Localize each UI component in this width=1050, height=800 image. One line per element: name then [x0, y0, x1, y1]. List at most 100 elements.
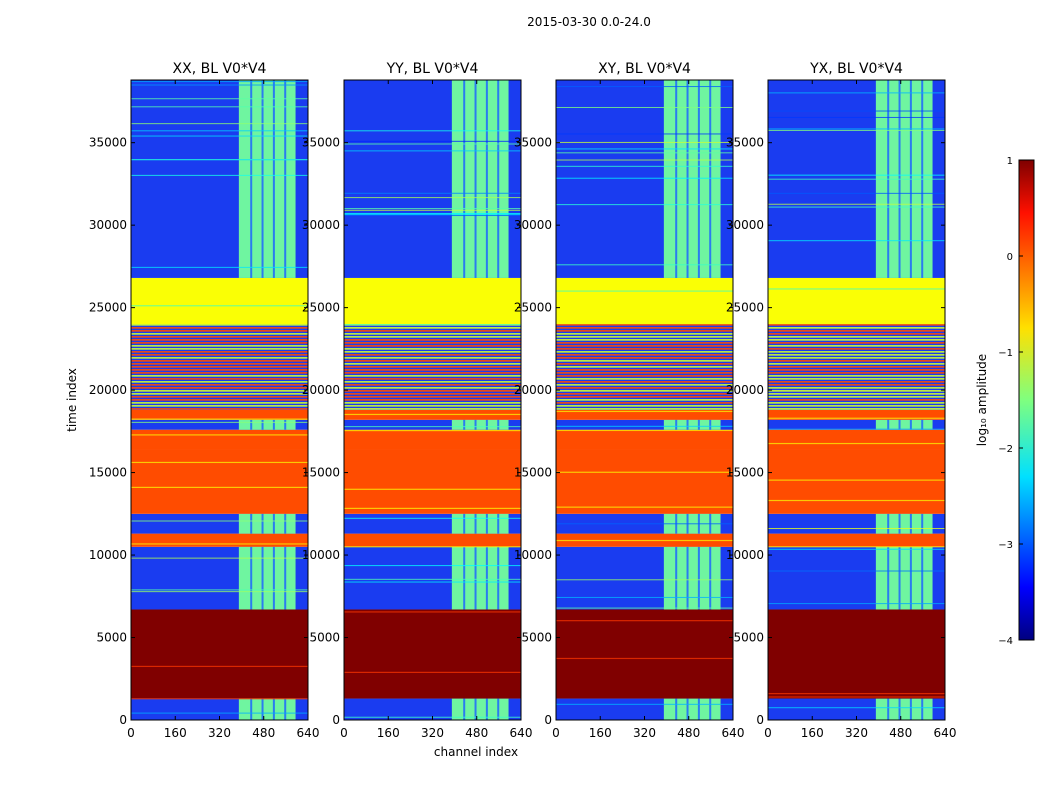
flag-stripe	[768, 375, 945, 377]
band-gap	[887, 698, 890, 720]
rfi-line	[768, 192, 945, 194]
signal-band	[875, 419, 933, 430]
flag-stripe	[131, 399, 308, 401]
flag-stripe	[556, 372, 733, 374]
flag-stripe	[556, 339, 733, 341]
flag-stripe	[344, 366, 521, 368]
flag-stripe	[556, 324, 733, 326]
band-gap	[485, 546, 488, 610]
figure-title: 2015-03-30 0.0-24.0	[527, 15, 651, 29]
band-gap	[497, 419, 500, 430]
flag-stripe	[131, 405, 308, 407]
panel-title: YX, BL V0*V4	[809, 61, 903, 77]
y-tick-label: 20000	[89, 383, 127, 397]
x-tick-label: 480	[465, 726, 488, 740]
rfi-line	[768, 570, 945, 572]
x-tick-label: 480	[252, 726, 275, 740]
flag-stripe	[556, 327, 733, 329]
rfi-line	[556, 148, 733, 150]
flag-stripe	[131, 339, 308, 341]
flag-stripe	[768, 384, 945, 386]
flag-line	[344, 488, 521, 490]
band-gap	[921, 698, 924, 720]
band-gap	[261, 698, 264, 720]
flag-stripe	[344, 387, 521, 389]
y-tick-label: 35000	[514, 136, 552, 150]
flag-stripe	[344, 405, 521, 407]
band-gap	[686, 698, 689, 720]
heatmap-image	[556, 80, 733, 720]
rfi-line	[556, 165, 733, 167]
flag-stripe	[131, 378, 308, 380]
flag-stripe	[556, 366, 733, 368]
band-gap	[697, 546, 700, 610]
flag-stripe	[768, 354, 945, 356]
flag-stripe	[556, 381, 733, 383]
flagged-block	[131, 429, 308, 450]
rfi-line	[556, 152, 733, 154]
flag-stripe	[344, 393, 521, 395]
x-tick-label: 0	[127, 726, 135, 740]
band-gap	[675, 698, 678, 720]
heatmap-panel: XY, BL V0*V4 0 160 320 480 640 0 5000 10000 15000…	[514, 61, 745, 740]
band-gap	[921, 546, 924, 610]
flag-stripe	[556, 375, 733, 377]
noise-background	[768, 419, 945, 430]
band-gap	[497, 80, 500, 278]
flag-stripe	[131, 327, 308, 329]
x-tick-label: 640	[934, 726, 957, 740]
band-gap	[272, 419, 275, 430]
flag-stripe	[131, 390, 308, 392]
band-gap	[686, 546, 689, 610]
flag-stripe	[556, 348, 733, 350]
flag-stripe	[131, 333, 308, 335]
rfi-line	[344, 213, 521, 215]
flagged-block	[556, 409, 733, 420]
rfi-line	[768, 528, 945, 530]
flag-stripe	[768, 402, 945, 404]
flag-stripe	[556, 330, 733, 332]
flag-stripe	[131, 369, 308, 371]
band-gap	[898, 546, 901, 610]
signal-band	[451, 513, 509, 534]
rfi-line	[131, 712, 308, 714]
rfi-line	[768, 428, 945, 430]
band-gap	[675, 546, 678, 610]
signal-band	[663, 698, 721, 720]
rfi-line	[768, 128, 945, 130]
flagged-block	[344, 533, 521, 547]
band-gap	[284, 698, 287, 720]
band-gap	[709, 419, 712, 430]
flagged-block	[768, 429, 945, 450]
x-tick-label: 0	[340, 726, 348, 740]
rfi-line	[344, 578, 521, 580]
band-gap	[497, 546, 500, 610]
flagged-block	[768, 277, 945, 325]
flagged-block	[768, 449, 945, 514]
y-tick-label: 15000	[514, 466, 552, 480]
flag-line	[768, 546, 945, 548]
rfi-line	[131, 591, 308, 593]
y-tick-label: 25000	[514, 301, 552, 315]
flag-line	[344, 507, 521, 509]
band-gap	[250, 513, 253, 534]
y-tick-label: 15000	[726, 466, 764, 480]
rfi-line	[131, 589, 308, 591]
y-tick-label: 5000	[733, 631, 764, 645]
band-gap	[485, 80, 488, 278]
band-gap	[474, 419, 477, 430]
flag-stripe	[768, 396, 945, 398]
band-gap	[887, 513, 890, 534]
flag-stripe	[556, 405, 733, 407]
band-gap	[697, 80, 700, 278]
flag-stripe	[556, 393, 733, 395]
colorbar-tick-label: −2	[998, 444, 1013, 455]
band-gap	[261, 80, 264, 278]
x-tick-label: 480	[889, 726, 912, 740]
flag-stripe	[131, 354, 308, 356]
flag-line	[131, 305, 308, 307]
x-tick-label: 160	[801, 726, 824, 740]
flag-stripe	[344, 381, 521, 383]
band-gap	[463, 546, 466, 610]
colorbar: 1 0 −1 −2 −3 −4 log₁₀ amplitude	[975, 156, 1035, 647]
